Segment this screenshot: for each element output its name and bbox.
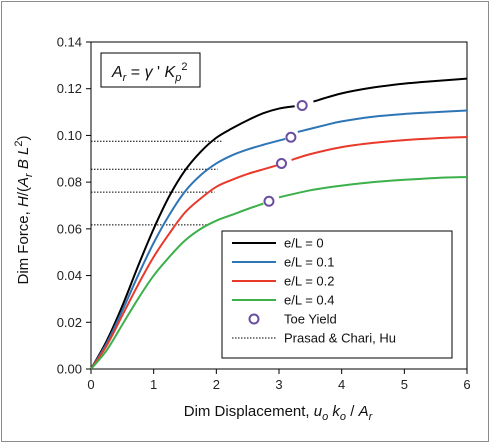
series-line-3 [278, 176, 468, 199]
legend-label: Toe Yield [284, 312, 337, 327]
y-tick-label: 0.10 [57, 128, 82, 143]
y-axis-title: Dim Force, H/(Ar B L2) [13, 135, 35, 284]
toe-yield-marker [296, 100, 308, 112]
legend-label: e/L = 0.4 [284, 293, 334, 308]
series-lines [90, 77, 468, 370]
toe-yield-marker [276, 157, 288, 169]
y-tick-label: 0.04 [57, 268, 82, 283]
x-tick-label: 5 [401, 377, 408, 392]
axis-ticks: 0 1 2 3 4 5 6 0.00 0.02 0.04 0.06 0.08 0.10 0.12 0.14 [57, 35, 471, 393]
y-tick-label: 0.02 [57, 315, 82, 330]
series-line-1 [90, 137, 286, 370]
legend-swatch [248, 313, 260, 325]
x-tick-label: 6 [463, 377, 470, 392]
x-tick-label: 1 [150, 377, 157, 392]
series-line-2 [90, 164, 278, 370]
series-line-0 [90, 105, 295, 370]
series-line-2 [291, 136, 468, 161]
legend-label: Prasad & Chari, Hu [284, 331, 396, 346]
toe-yield-marker [263, 195, 275, 207]
series-line-0 [313, 77, 468, 103]
x-tick-label: 4 [338, 377, 345, 392]
x-tick-label: 3 [275, 377, 282, 392]
toe-yield-markers [263, 100, 308, 207]
reference-lines [91, 140, 222, 226]
series-line-3 [90, 202, 264, 370]
series-line-1 [297, 109, 468, 133]
y-tick-label: 0.00 [57, 362, 82, 377]
legend: e/L = 0 e/L = 0.1 e/L = 0.2 e/L = 0.4 Toe Yi… [221, 230, 453, 359]
x-tick-label: 2 [213, 377, 220, 392]
y-tick-label: 0.14 [57, 35, 82, 50]
toe-yield-marker [285, 131, 297, 143]
legend-label: e/L = 0.2 [284, 274, 334, 289]
y-tick-label: 0.12 [57, 81, 82, 96]
y-tick-label: 0.08 [57, 175, 82, 190]
y-tick-label: 0.06 [57, 221, 82, 236]
legend-label: e/L = 0.1 [284, 255, 334, 270]
annotation-box: Ar = γ ' Kp2 [100, 52, 201, 88]
legend-label: e/L = 0 [284, 236, 324, 251]
x-tick-label: 0 [87, 377, 94, 392]
annotation-formula: Ar = γ ' Kp2 [111, 61, 187, 84]
